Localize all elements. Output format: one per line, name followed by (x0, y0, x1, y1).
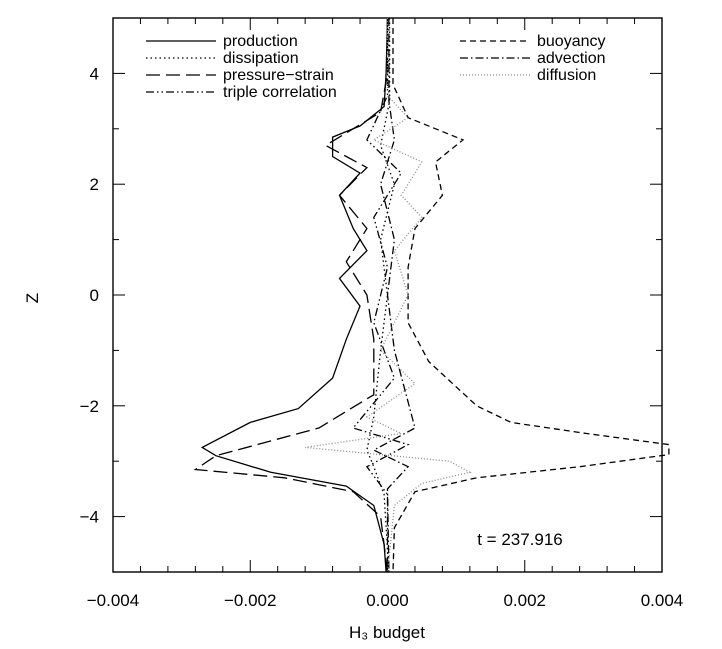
time-annotation: t = 237.916 (477, 530, 563, 549)
series-line-5 (372, 18, 416, 573)
axis-tick-labels: −0.004 −0.002 0.000 0.002 0.004 −4 −2 0 2 4 (80, 64, 684, 610)
legend-label-5: advection (537, 50, 606, 67)
series-line-4 (392, 18, 670, 573)
x-tick-label: 0.000 (366, 591, 409, 610)
x-tick-label: −0.004 (87, 591, 139, 610)
legend-label-3: triple correlation (223, 84, 337, 101)
legend-label-6: diffusion (537, 67, 596, 84)
legend-label-1: dissipation (223, 50, 299, 67)
series-layer (193, 17, 670, 573)
series-line-3 (352, 18, 410, 572)
y-axis-label: Z (23, 293, 42, 303)
series-line-0 (200, 17, 389, 573)
y-tick-label: −2 (80, 397, 99, 416)
x-tick-label: −0.002 (224, 591, 276, 610)
series-line-6 (305, 18, 472, 573)
x-tick-label: 0.002 (503, 591, 546, 610)
y-tick-label: −4 (80, 508, 99, 527)
x-tick-label: 0.004 (641, 591, 684, 610)
legend-label-4: buoyancy (537, 33, 606, 50)
y-tick-label: 4 (90, 64, 99, 83)
legend: productiondissipationpressure−straintrip… (146, 33, 606, 101)
y-tick-label: 0 (90, 286, 99, 305)
x-axis-label: H₃ budget (349, 623, 425, 642)
series-line-2 (193, 18, 389, 573)
y-tick-label: 2 (90, 175, 99, 194)
legend-label-0: production (223, 33, 298, 50)
legend-label-2: pressure−strain (223, 67, 334, 84)
